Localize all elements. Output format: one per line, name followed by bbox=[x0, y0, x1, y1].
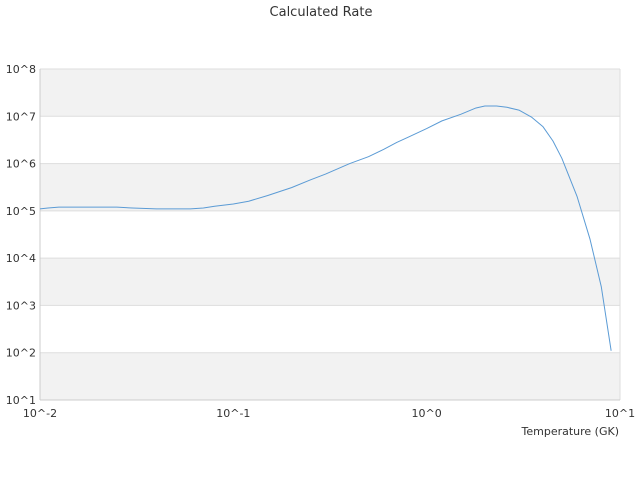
band-4 bbox=[40, 164, 620, 211]
x-axis-title: Temperature (GK) bbox=[521, 425, 620, 438]
x-tick-label-2: 10^0 bbox=[412, 407, 442, 420]
band-6 bbox=[40, 69, 620, 116]
y-tick-label-6: 10^7 bbox=[6, 110, 36, 123]
series-layer bbox=[40, 106, 611, 351]
y-tick-labels: 10^1 10^2 10^3 10^4 10^5 10^6 10^7 10^8 bbox=[6, 63, 36, 407]
y-tick-label-7: 10^8 bbox=[6, 63, 36, 76]
y-tick-label-2: 10^3 bbox=[6, 299, 36, 312]
chart-title: Calculated Rate bbox=[270, 5, 373, 20]
y-tick-label-1: 10^2 bbox=[6, 347, 36, 360]
y-tick-label-0: 10^1 bbox=[6, 394, 36, 407]
x-tick-label-3: 10^1 bbox=[605, 407, 635, 420]
x-tick-label-1: 10^-1 bbox=[216, 407, 250, 420]
x-tick-label-0: 10^-2 bbox=[23, 407, 57, 420]
band-0 bbox=[40, 353, 620, 400]
y-tick-label-4: 10^5 bbox=[6, 205, 36, 218]
band-2 bbox=[40, 258, 620, 305]
y-tick-label-5: 10^6 bbox=[6, 158, 36, 171]
y-tick-label-3: 10^4 bbox=[6, 252, 36, 265]
series-line-0 bbox=[40, 106, 611, 351]
x-tick-labels: 10^-2 10^-1 10^0 10^1 bbox=[23, 407, 635, 420]
